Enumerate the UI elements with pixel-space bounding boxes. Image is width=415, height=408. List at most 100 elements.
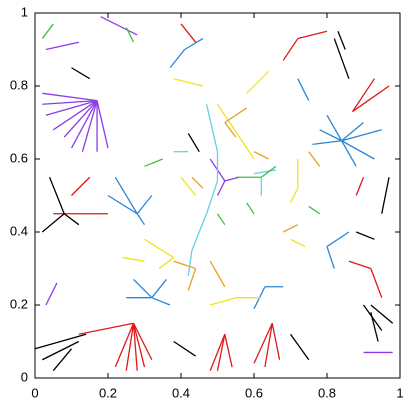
segment [158, 257, 175, 270]
segment [264, 323, 273, 368]
segment [42, 99, 98, 105]
segment [184, 37, 204, 51]
x-tick-label: 0.6 [245, 385, 263, 400]
segment [180, 176, 197, 196]
segment [180, 23, 197, 43]
segment [169, 49, 186, 69]
segment [125, 323, 135, 371]
x-tick-label: 0.8 [318, 385, 336, 400]
segment [216, 213, 226, 226]
segment [312, 140, 342, 146]
segment [151, 279, 167, 299]
segment [52, 100, 98, 131]
x-tick-label: 0.4 [172, 385, 190, 400]
segment [282, 38, 299, 61]
segment [370, 312, 379, 342]
segment [173, 340, 196, 357]
y-tick-label: 1 [21, 4, 28, 19]
segment [41, 213, 65, 233]
segment [42, 92, 98, 102]
segment [45, 282, 58, 306]
segment [289, 333, 310, 361]
segment [246, 70, 270, 94]
segment [187, 250, 193, 276]
segment [132, 323, 146, 368]
segment [341, 140, 357, 167]
segment [52, 348, 72, 372]
segment [271, 323, 281, 360]
segment [355, 231, 375, 240]
segment [253, 169, 277, 175]
segment [224, 334, 233, 368]
segment [297, 78, 310, 101]
segment [191, 213, 208, 251]
segment [133, 278, 153, 299]
segment [191, 176, 204, 189]
segment [289, 187, 299, 204]
segment [144, 238, 175, 259]
segment [107, 194, 138, 215]
x-tick-label: 0 [31, 385, 38, 400]
segment [224, 122, 237, 138]
segment [319, 129, 342, 142]
segment [205, 104, 219, 152]
segment [352, 78, 375, 112]
segment [333, 38, 350, 79]
segment [282, 224, 299, 233]
segment [70, 100, 98, 149]
segment [81, 100, 98, 152]
segment [71, 176, 91, 196]
segment [63, 213, 80, 226]
x-tick-label: 0.2 [99, 385, 117, 400]
segment [205, 180, 219, 214]
segment [224, 107, 248, 124]
y-tick-label: 0.2 [10, 296, 28, 311]
segment [370, 268, 383, 298]
segment [136, 213, 146, 226]
segment [114, 323, 135, 368]
segment [63, 100, 98, 138]
segment [209, 260, 226, 288]
segment [341, 140, 375, 160]
segment [326, 231, 350, 248]
segment [326, 114, 343, 142]
segment [337, 31, 346, 50]
segment [136, 195, 153, 215]
segment [210, 297, 236, 306]
segment [71, 67, 91, 80]
segment [48, 177, 65, 214]
segment [341, 129, 382, 142]
segment [173, 260, 196, 270]
segment [187, 268, 197, 291]
segment [132, 323, 138, 371]
segment [45, 41, 79, 51]
segment [341, 122, 364, 142]
segment [238, 136, 255, 160]
segment [246, 202, 255, 215]
segment [352, 85, 390, 113]
y-tick-label: 0 [21, 369, 28, 384]
plot-frame [34, 12, 401, 379]
segment [253, 322, 273, 364]
segment [370, 304, 394, 324]
y-tick-label: 0.4 [10, 223, 28, 238]
segment [355, 177, 365, 196]
segment [45, 99, 98, 116]
segment [381, 177, 390, 214]
segment [78, 322, 134, 335]
y-tick-label: 0.6 [10, 150, 28, 165]
segment [216, 334, 226, 371]
segment [96, 100, 109, 149]
segment [216, 180, 226, 196]
segment [260, 165, 277, 178]
segment [308, 151, 321, 167]
segment [125, 27, 135, 43]
segment [253, 151, 269, 160]
segment [173, 78, 204, 87]
segment [100, 16, 138, 36]
segment [144, 158, 163, 167]
segment [132, 322, 153, 361]
segment [187, 133, 200, 153]
segment [42, 340, 80, 361]
